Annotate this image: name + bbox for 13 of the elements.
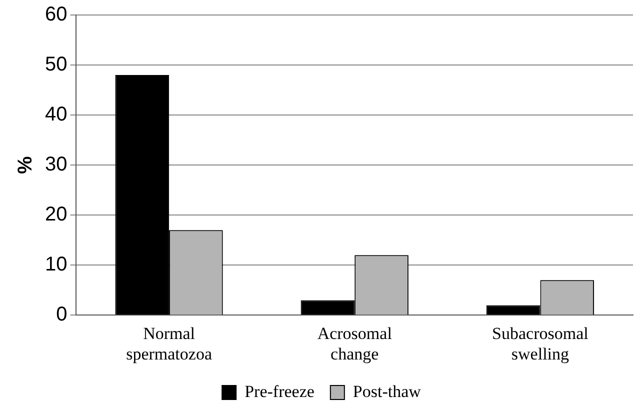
legend-label: Pre-freeze xyxy=(244,382,314,401)
x-tick-label: Normal spermatozoa xyxy=(126,324,212,364)
y-tick-label: 60 xyxy=(44,4,68,26)
y-tick-label: 0 xyxy=(56,304,68,326)
x-tick-label: Subacrosomal swelling xyxy=(492,324,589,364)
y-tick-label: 20 xyxy=(44,204,68,226)
y-tick-label: 50 xyxy=(44,54,68,76)
y-tick-label: 10 xyxy=(44,254,68,276)
y-axis-title: % xyxy=(14,156,37,174)
x-tick-label: Acrosomal change xyxy=(317,324,392,364)
legend-label: Post-thaw xyxy=(352,382,422,401)
y-tick-label: 30 xyxy=(44,154,68,176)
y-tick-label: 40 xyxy=(44,104,68,126)
